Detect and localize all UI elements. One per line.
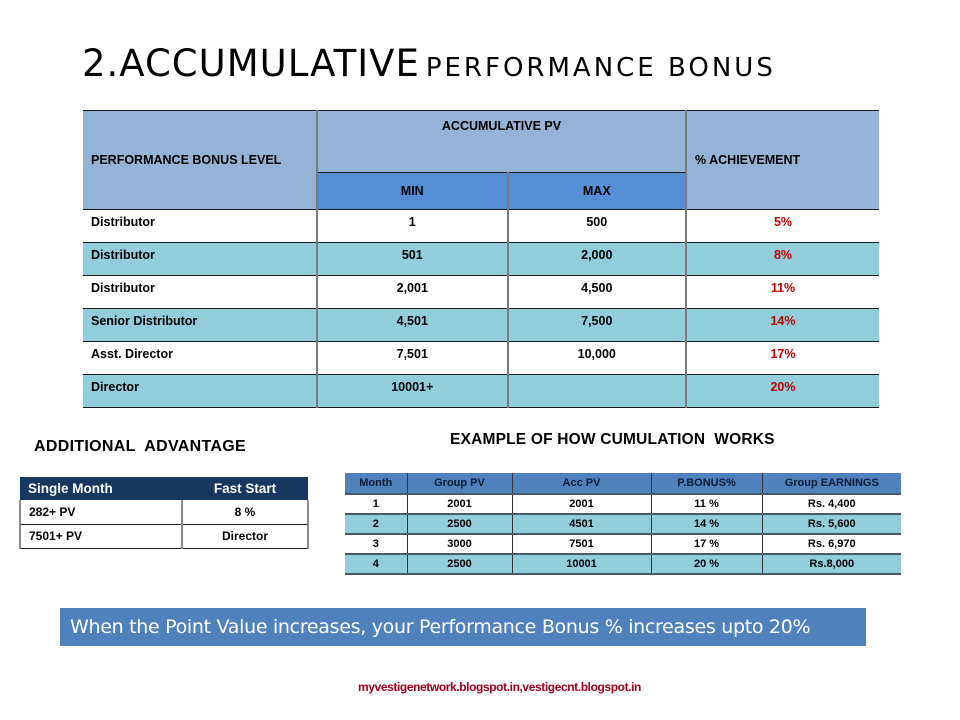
page-title: 2.ACCUMULATIVE PERFORMANCE BONUS	[82, 42, 776, 85]
cell-month: 4	[345, 553, 407, 575]
cell-max	[506, 374, 686, 408]
cell-group-earnings: Rs. 5,600	[761, 513, 901, 534]
cell-p-bonus: 14 %	[650, 513, 762, 534]
performance-bonus-table: PERFORMANCE BONUS LEVEL ACCUMULATIVE PV …	[83, 110, 879, 408]
subheader-row: MIN MAX	[83, 172, 879, 210]
cell-acc-pv: 10001	[511, 553, 651, 575]
cell-pct: 14%	[685, 308, 879, 342]
header-achievement: % ACHIEVEMENT	[685, 110, 879, 210]
cell-month: 1	[345, 493, 407, 514]
table-row: Director 10001+ 20%	[83, 374, 879, 408]
cell-level: Distributor	[83, 242, 317, 276]
header-group-pv: Group PV	[406, 473, 512, 494]
cell-min: 501	[316, 242, 508, 276]
header-level: PERFORMANCE BONUS LEVEL	[83, 110, 317, 210]
cell-p-bonus: 11 %	[650, 493, 762, 514]
cell-max: 4,500	[506, 275, 686, 309]
footer-blog-links[interactable]: myvestigenetwork.blogspot.in,vestigecnt.…	[358, 680, 641, 694]
table-row: 282+ PV 8 %	[19, 500, 309, 525]
additional-advantage-title: ADDITIONAL ADVANTAGE	[34, 438, 246, 455]
cell-group-pv: 2500	[406, 513, 512, 534]
cell-max: 500	[506, 209, 686, 243]
cell-p-bonus: 20 %	[650, 553, 762, 575]
table-row: 1 2001 2001 11 % Rs. 4,400	[345, 493, 901, 514]
cell-min: 7,501	[316, 341, 508, 375]
header-row: Single Month Fast Start	[20, 477, 308, 500]
cell-month: 3	[345, 533, 407, 554]
cell-min: 2,001	[316, 275, 508, 309]
cell-benefit: 8 %	[181, 500, 309, 525]
header-row: PERFORMANCE BONUS LEVEL ACCUMULATIVE PV …	[83, 110, 879, 210]
table-row: Distributor 2,001 4,500 11%	[83, 275, 879, 309]
header-row: Month Group PV Acc PV P.BONUS% Group EAR…	[345, 473, 901, 494]
title-main: 2.ACCUMULATIVE	[82, 42, 420, 85]
additional-advantage-table: Single Month Fast Start 282+ PV 8 % 7501…	[19, 477, 309, 549]
header-max: MAX	[506, 172, 686, 210]
cell-max: 10,000	[506, 341, 686, 375]
header-group-earnings: Group EARNINGS	[761, 473, 901, 494]
cell-pct: 11%	[685, 275, 879, 309]
cell-group-pv: 3000	[406, 533, 512, 554]
cell-max: 2,000	[506, 242, 686, 276]
cell-min: 4,501	[316, 308, 508, 342]
cumulation-example-table: Month Group PV Acc PV P.BONUS% Group EAR…	[345, 473, 901, 575]
table-row: 3 3000 7501 17 % Rs. 6,970	[345, 533, 901, 554]
title-sub: PERFORMANCE BONUS	[425, 53, 776, 83]
cell-min: 1	[316, 209, 508, 243]
header-fast-start: Fast Start	[182, 477, 308, 500]
cell-level: Asst. Director	[83, 341, 317, 375]
cell-group-earnings: Rs. 6,970	[761, 533, 901, 554]
table-row: Senior Distributor 4,501 7,500 14%	[83, 308, 879, 342]
cell-pv: 7501+ PV	[19, 524, 182, 549]
table-row: 2 2500 4501 14 % Rs. 5,600	[345, 513, 901, 534]
cell-pct: 17%	[685, 341, 879, 375]
cell-acc-pv: 2001	[511, 493, 651, 514]
table-row: 7501+ PV Director	[19, 524, 309, 549]
cell-group-pv: 2500	[406, 553, 512, 575]
summary-banner: When the Point Value increases, your Per…	[60, 608, 866, 646]
cell-max: 7,500	[506, 308, 686, 342]
cell-level: Distributor	[83, 275, 317, 309]
cell-level: Distributor	[83, 209, 317, 243]
table-row: Distributor 501 2,000 8%	[83, 242, 879, 276]
cell-pct: 8%	[685, 242, 879, 276]
cell-benefit: Director	[181, 524, 309, 549]
cell-pv: 282+ PV	[19, 500, 182, 525]
header-single-month: Single Month	[20, 477, 182, 500]
table-row: 4 2500 10001 20 % Rs.8,000	[345, 553, 901, 575]
header-min: MIN	[316, 172, 508, 210]
header-p-bonus: P.BONUS%	[650, 473, 762, 494]
cell-acc-pv: 4501	[511, 513, 651, 534]
cell-group-earnings: Rs.8,000	[761, 553, 901, 575]
cell-level: Senior Distributor	[83, 308, 317, 342]
cell-min: 10001+	[316, 374, 508, 408]
cell-pct: 5%	[685, 209, 879, 243]
cell-month: 2	[345, 513, 407, 534]
table-row: Distributor 1 500 5%	[83, 209, 879, 243]
header-month: Month	[345, 473, 407, 494]
example-title: EXAMPLE OF HOW CUMULATION WORKS	[450, 431, 775, 448]
cell-level: Director	[83, 374, 317, 408]
cell-group-pv: 2001	[406, 493, 512, 514]
cell-pct: 20%	[685, 374, 879, 408]
cell-group-earnings: Rs. 4,400	[761, 493, 901, 514]
header-acc-pv: Acc PV	[511, 473, 651, 494]
cell-p-bonus: 17 %	[650, 533, 762, 554]
cell-acc-pv: 7501	[511, 533, 651, 554]
header-accumulative-pv: ACCUMULATIVE PV	[316, 110, 686, 173]
table-row: Asst. Director 7,501 10,000 17%	[83, 341, 879, 375]
